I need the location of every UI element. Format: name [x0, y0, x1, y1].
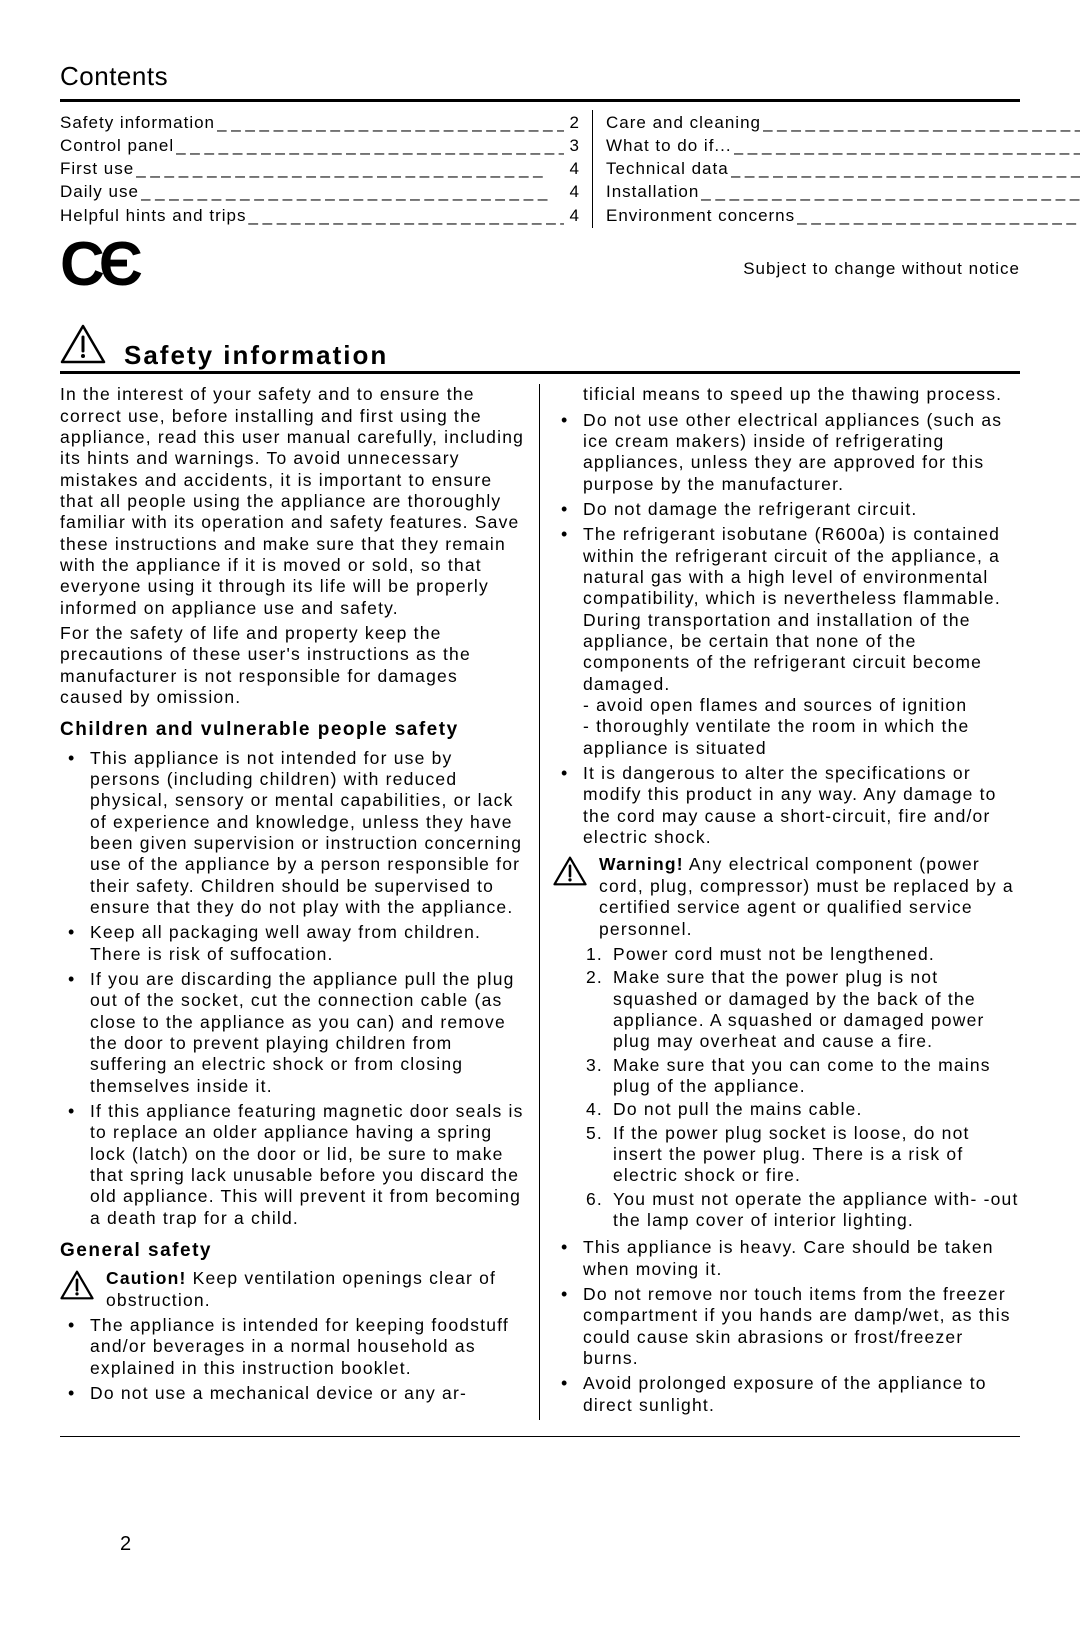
list-item: Do not damage the refrigerant circuit. — [553, 499, 1020, 520]
toc-page: 2 — [564, 112, 580, 133]
list-item: If the power plug socket is loose, do no… — [609, 1123, 1020, 1187]
toc-title: Control panel — [60, 135, 176, 156]
caution-label: Caution! — [106, 1268, 187, 1288]
toc-leader — [734, 135, 1080, 156]
toc-row: Environment concerns10 — [606, 205, 1080, 226]
caution-text: Caution! Keep ventilation openings clear… — [106, 1268, 527, 1311]
list-item: Power cord must not be lengthened. — [609, 944, 1020, 965]
list-item: This appliance is not intended for use b… — [60, 748, 527, 919]
numbered-list: Power cord must not be lengthened.Make s… — [553, 944, 1020, 1231]
right-bullet-r600: The refrigerant isobutane (R600a) is con… — [553, 524, 1020, 759]
toc-page: 4 — [564, 158, 580, 179]
warning-icon — [553, 856, 587, 886]
general-heading: General safety — [60, 1239, 527, 1262]
toc-row: What to do if...6 — [606, 135, 1080, 156]
change-notice: Subject to change without notice — [540, 258, 1020, 279]
toc-title: What to do if... — [606, 135, 734, 156]
toc-leader — [763, 112, 1080, 133]
safety-heading: Safety information — [124, 339, 388, 372]
toc-row: Technical data7 — [606, 158, 1080, 179]
toc-col-right: Care and cleaning5What to do if...6Techn… — [606, 110, 1080, 228]
toc-title: Environment concerns — [606, 205, 797, 226]
rule — [60, 371, 1020, 374]
r600-sub1: - avoid open flames and sources of ignit… — [583, 695, 967, 715]
warning-label: Warning! — [599, 854, 684, 874]
toc-title: Helpful hints and trips — [60, 205, 248, 226]
rule — [60, 99, 1020, 102]
warning-block: Warning! Any electrical component (power… — [553, 854, 1020, 939]
warning-text: Warning! Any electrical component (power… — [599, 854, 1020, 939]
list-item: This appliance is heavy. Care should be … — [553, 1237, 1020, 1280]
toc-leader — [731, 158, 1080, 179]
list-item: The refrigerant isobutane (R600a) is con… — [553, 524, 1020, 759]
r600-para2: During transportation and installation o… — [583, 610, 982, 694]
list-item: Avoid prolonged exposure of the applianc… — [553, 1373, 1020, 1416]
toc-leader — [701, 181, 1080, 202]
list-item: Do not use other electrical appliances (… — [553, 410, 1020, 495]
toc-leader — [248, 205, 563, 226]
toc-row: Installation7 — [606, 181, 1080, 202]
rule — [60, 1436, 1020, 1437]
ce-mark: CЄ — [60, 234, 540, 296]
list-item: It is dangerous to alter the specificati… — [553, 763, 1020, 848]
page-number: 2 — [120, 1532, 131, 1557]
list-item: The appliance is intended for keeping fo… — [60, 1315, 527, 1379]
toc-row: Care and cleaning5 — [606, 112, 1080, 133]
list-item: Make sure that the power plug is not squ… — [609, 967, 1020, 1052]
body-col-left: In the interest of your safety and to en… — [60, 384, 527, 1420]
contents-heading: Contents — [60, 60, 1020, 93]
toc-title: Technical data — [606, 158, 731, 179]
toc-row: Helpful hints and trips 4 — [60, 205, 580, 226]
toc-leader — [141, 181, 564, 202]
list-item: If you are discarding the appliance pull… — [60, 969, 527, 1097]
list-item: Do not remove nor touch items from the f… — [553, 1284, 1020, 1369]
toc-title: Safety information — [60, 112, 217, 133]
children-heading: Children and vulnerable people safety — [60, 718, 527, 741]
toc: Safety information2Control panel3First u… — [60, 110, 1020, 228]
list-item: You must not operate the appliance with-… — [609, 1189, 1020, 1232]
right-bullets-2: It is dangerous to alter the specificati… — [553, 763, 1020, 848]
list-item: Do not use a mechanical device or any ar… — [60, 1383, 527, 1404]
toc-row: First use 4 — [60, 158, 580, 179]
safety-section-head: Safety information — [60, 324, 1020, 372]
warning-icon — [60, 324, 106, 364]
toc-row: Safety information 2 — [60, 112, 580, 133]
toc-leader — [797, 205, 1080, 226]
intro-para-2: For the safety of life and property keep… — [60, 623, 527, 708]
right-bullets-1: Do not use other electrical appliances (… — [553, 410, 1020, 521]
list-item: If this appliance featuring magnetic doo… — [60, 1101, 527, 1229]
toc-title: Care and cleaning — [606, 112, 763, 133]
toc-leader — [176, 135, 563, 156]
body-col-right: tificial means to speed up the thawing p… — [553, 384, 1020, 1420]
intro-para: In the interest of your safety and to en… — [60, 384, 527, 619]
toc-row: Control panel 3 — [60, 135, 580, 156]
r600-sub2: - thoroughly ventilate the room in which… — [583, 716, 969, 757]
toc-leader — [217, 112, 564, 133]
toc-page: 4 — [564, 205, 580, 226]
continued-para: tificial means to speed up the thawing p… — [553, 384, 1020, 405]
children-bullets: This appliance is not intended for use b… — [60, 748, 527, 1230]
r600-main: The refrigerant isobutane (R600a) is con… — [583, 524, 1001, 608]
toc-page: 4 — [564, 181, 580, 202]
caution-block: Caution! Keep ventilation openings clear… — [60, 1268, 527, 1311]
toc-page: 3 — [564, 135, 580, 156]
toc-col-left: Safety information2Control panel3First u… — [60, 110, 580, 228]
toc-row: Daily use 4 — [60, 181, 580, 202]
toc-title: Daily use — [60, 181, 141, 202]
toc-title: Installation — [606, 181, 701, 202]
toc-title: First use — [60, 158, 136, 179]
body-columns: In the interest of your safety and to en… — [60, 384, 1020, 1420]
list-item: Make sure that you can come to the mains… — [609, 1055, 1020, 1098]
toc-leader — [136, 158, 563, 179]
general-bullets-left: The appliance is intended for keeping fo… — [60, 1315, 527, 1404]
warning-icon — [60, 1270, 94, 1300]
list-item: Keep all packaging well away from childr… — [60, 922, 527, 965]
right-bullets-3: This appliance is heavy. Care should be … — [553, 1237, 1020, 1416]
list-item: Do not pull the mains cable. — [609, 1099, 1020, 1120]
